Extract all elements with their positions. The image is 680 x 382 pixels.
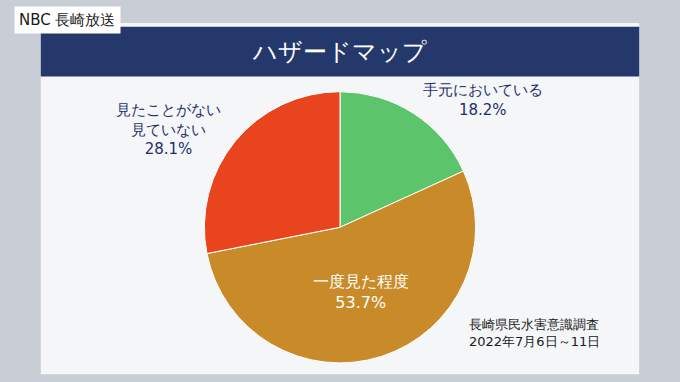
svg-text:長崎県民水害意識調査2022年7月6日～11日: 長崎県民水害意識調査2022年7月6日～11日 bbox=[469, 317, 600, 349]
svg-text:手元においている18.2%: 手元においている18.2% bbox=[423, 81, 543, 119]
svg-text:一度見た程度53.7%: 一度見た程度53.7% bbox=[313, 272, 409, 312]
svg-text:ハザードマップ: ハザードマップ bbox=[252, 38, 427, 66]
svg-text:NBC 長崎放送: NBC 長崎放送 bbox=[19, 11, 116, 29]
svg-text:見たことがない見ていない28.1%: 見たことがない見ていない28.1% bbox=[116, 101, 221, 158]
